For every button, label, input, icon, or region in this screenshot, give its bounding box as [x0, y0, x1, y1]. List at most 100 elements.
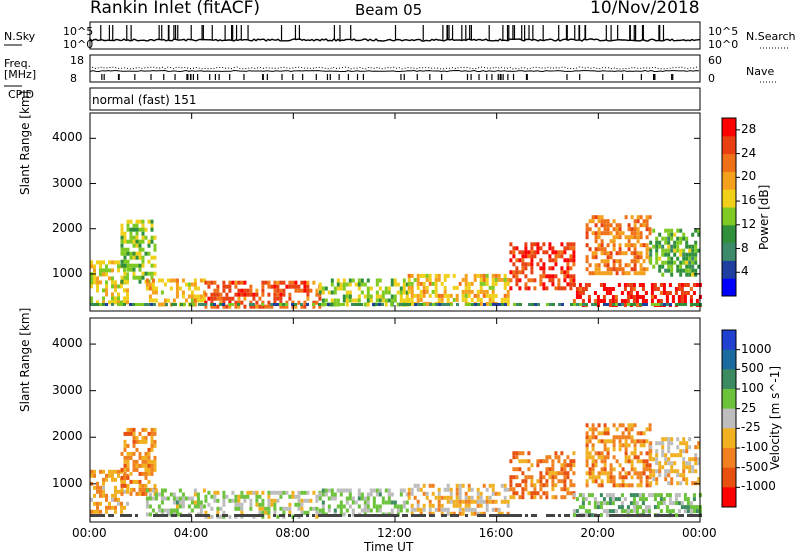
velocity-cell	[603, 423, 607, 428]
power-cell	[276, 280, 280, 285]
velocity-cell	[682, 461, 686, 466]
power-cell	[234, 292, 238, 297]
velocity-cell	[300, 510, 304, 515]
velocity-cell	[312, 490, 316, 495]
power-cell	[120, 235, 124, 240]
power-cell	[303, 288, 307, 293]
velocity-cell	[638, 505, 642, 510]
velocity-cell	[479, 511, 483, 516]
power-ground-cell	[663, 303, 666, 306]
velocity-cell	[255, 502, 259, 507]
power-cell	[204, 304, 208, 309]
power-cell	[413, 293, 417, 298]
velocity-cell	[93, 473, 96, 478]
velocity-cell	[129, 455, 133, 460]
velocity-cell	[581, 493, 585, 498]
power-cell	[566, 262, 570, 267]
velocity-cell	[153, 427, 157, 432]
power-cell	[434, 273, 438, 278]
velocity-ground-cell	[417, 514, 420, 517]
power-cell	[551, 274, 555, 279]
power-cell	[671, 295, 675, 299]
power-cell	[682, 232, 686, 237]
power-cell	[243, 296, 247, 301]
velocity-cell	[123, 505, 126, 510]
power-cell	[638, 283, 642, 287]
velocity-cell	[599, 505, 603, 510]
velocity-cell	[677, 501, 681, 506]
velocity-cell	[609, 479, 613, 484]
velocity-cell	[147, 447, 151, 452]
velocity-cell	[348, 504, 352, 509]
power-cell	[294, 284, 298, 289]
velocity-cell	[614, 497, 618, 502]
velocity-ground-cell	[654, 514, 657, 517]
velocity-cell	[548, 467, 552, 472]
velocity-cell	[554, 495, 558, 500]
velocity-cell	[297, 506, 301, 511]
velocity-cell	[581, 501, 585, 506]
velocity-cell	[665, 505, 669, 510]
power-ytick-label: 3000	[52, 175, 83, 190]
velocity-ground-cell	[450, 514, 453, 517]
velocity-ground-cell	[558, 514, 561, 517]
velocity-cell	[315, 506, 319, 511]
velocity-cell	[539, 479, 543, 484]
power-cell	[228, 280, 232, 285]
power-cell	[234, 300, 238, 305]
velocity-cell	[602, 497, 606, 502]
power-ground-cell	[300, 303, 303, 306]
velocity-ground-cell	[222, 514, 225, 517]
velocity-cell	[190, 496, 194, 501]
velocity-cell	[594, 435, 598, 440]
velocity-cell	[652, 473, 656, 478]
velocity-cell	[222, 498, 226, 503]
power-cell	[624, 243, 628, 248]
power-cell	[677, 295, 681, 299]
velocity-cell	[240, 494, 244, 499]
velocity-cell	[603, 463, 607, 468]
velocity-cell	[667, 473, 671, 478]
power-cell	[348, 290, 352, 295]
power-cell	[624, 271, 628, 276]
velocity-cell	[120, 501, 123, 506]
power-cell	[617, 283, 621, 287]
velocity-cell	[204, 510, 208, 515]
velocity-cell	[123, 481, 126, 486]
velocity-cell	[428, 507, 432, 512]
velocity-cell	[572, 483, 576, 488]
power-cell	[658, 256, 662, 261]
velocity-ground-cell	[333, 514, 336, 517]
velocity-ground-cell	[477, 514, 480, 517]
power-cell	[282, 304, 286, 309]
power-cell	[219, 296, 223, 301]
velocity-cell	[437, 503, 441, 508]
power-cell	[147, 243, 151, 248]
power-cell	[279, 300, 283, 305]
power-cell	[324, 286, 328, 291]
power-cell	[664, 240, 668, 245]
power-cell	[630, 235, 634, 240]
velocity-cell	[677, 509, 681, 514]
velocity-cell	[147, 431, 151, 436]
velocity-cell	[306, 510, 310, 515]
power-cell	[682, 236, 686, 241]
velocity-cell	[96, 481, 99, 486]
velocity-ground-cell	[492, 514, 495, 517]
velocity-cell	[629, 493, 633, 498]
velocity-cell	[485, 495, 489, 500]
power-cell	[357, 286, 361, 291]
power-cell	[461, 277, 465, 282]
power-cell	[485, 277, 489, 282]
power-cell	[536, 242, 540, 247]
power-cell	[132, 223, 136, 228]
power-ground-cell	[360, 303, 363, 306]
power-cell	[196, 298, 200, 303]
power-cell	[187, 282, 191, 287]
power-cell	[132, 243, 136, 248]
velocity-cell	[467, 503, 471, 508]
power-cell	[482, 273, 486, 278]
velocity-cell	[615, 483, 619, 488]
power-cell	[676, 268, 680, 273]
